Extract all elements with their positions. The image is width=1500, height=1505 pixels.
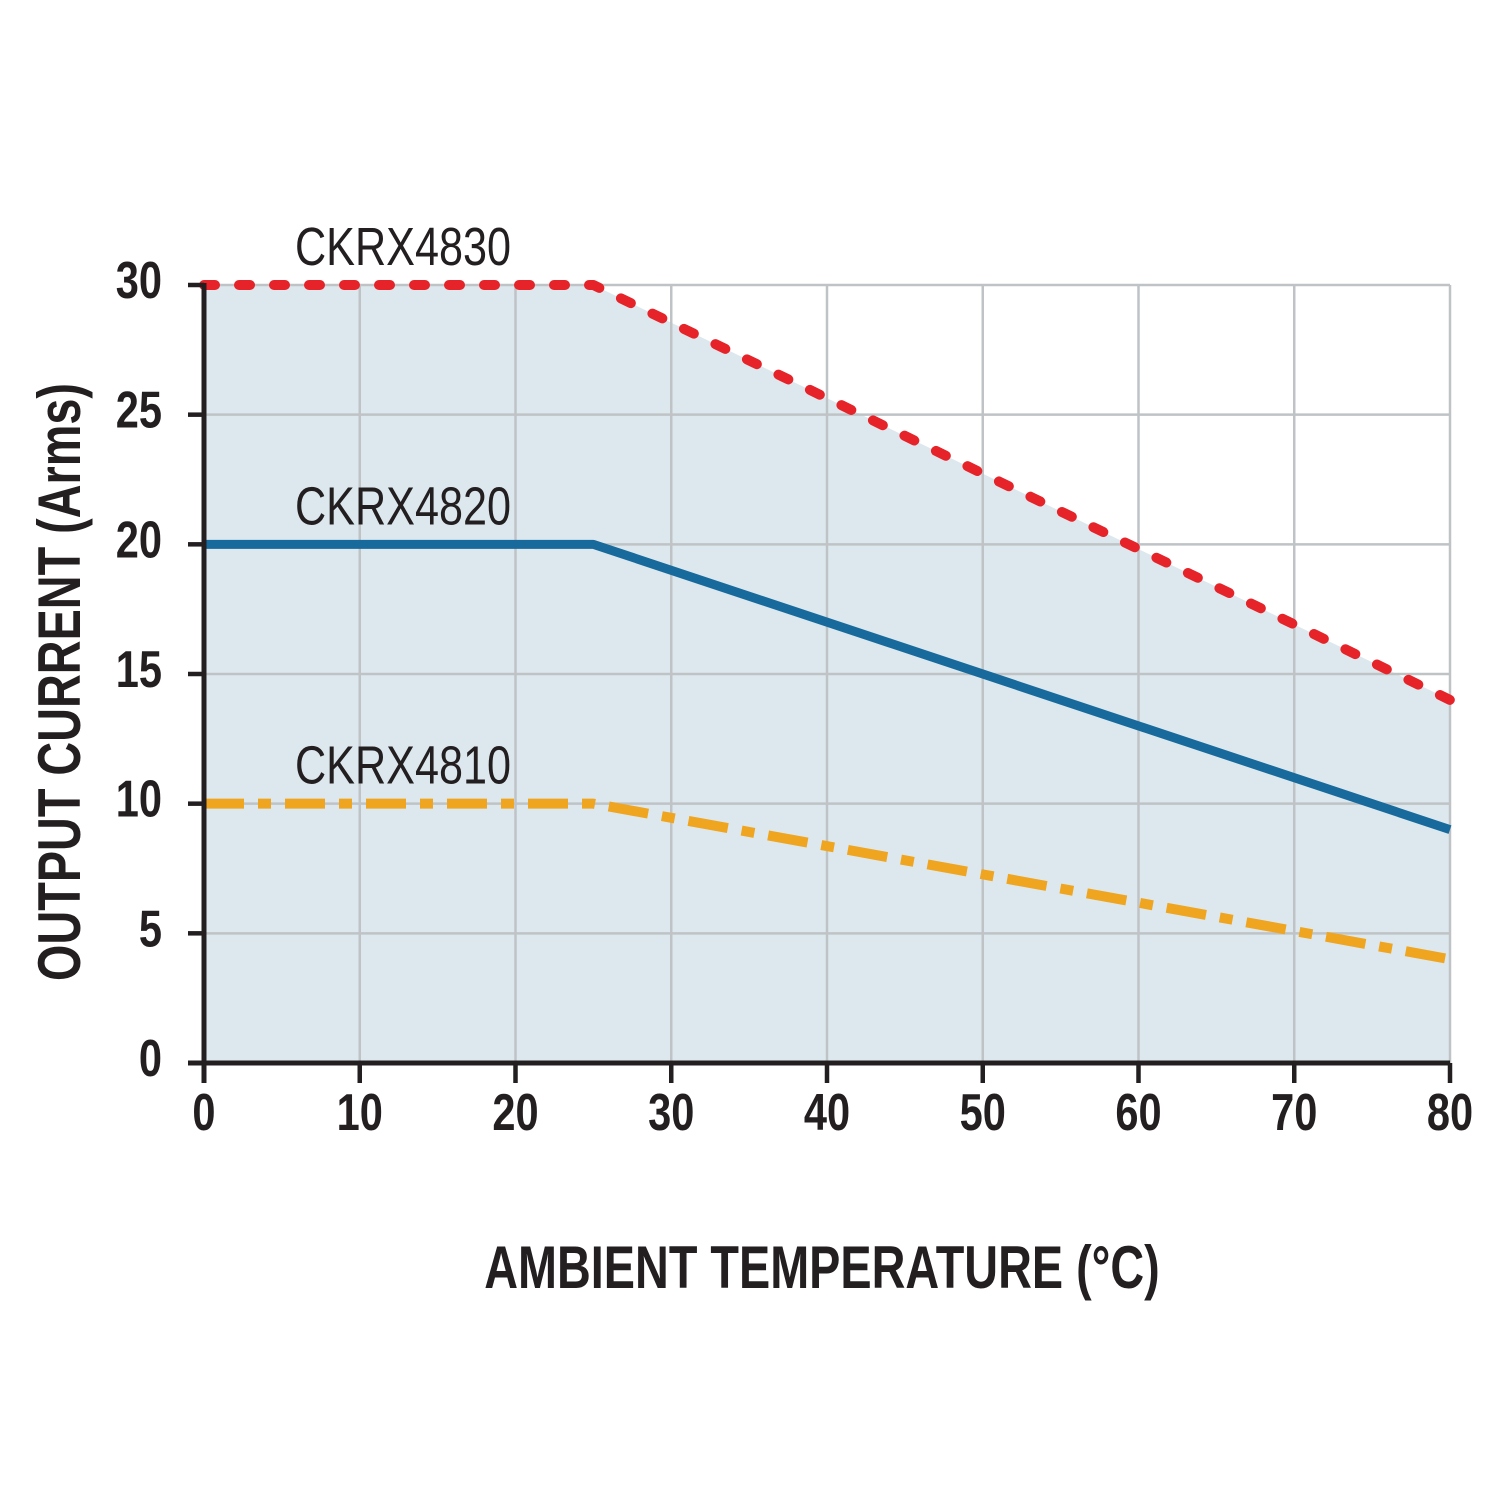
y-tick-label: 20 [116,510,162,569]
x-tick-label: 20 [492,1083,538,1142]
x-tick-label: 40 [804,1083,850,1142]
x-tick-label: 80 [1427,1083,1473,1142]
y-tick-label: 10 [116,769,162,828]
series-lines [199,280,1455,965]
series-label-CKRX4820: CKRX4820 [295,477,511,537]
x-tick-label: 30 [648,1083,694,1142]
y-tick-label: 25 [116,380,162,439]
tick-labels: 0 5 10 15 20 25 30 0 10 20 30 40 50 60 70 80 [116,251,1473,1142]
series-label-CKRX4810: CKRX4810 [295,736,511,796]
x-tick-label: 0 [192,1083,215,1142]
series-label-CKRX4830: CKRX4830 [295,218,511,278]
y-axis-title: OUTPUT CURRENT (Arms) [26,383,93,981]
y-tick-label: 15 [116,640,162,699]
series-line-CKRX4820 [204,539,1452,834]
series-line-CKRX4830 [199,280,1455,705]
x-axis-title: AMBIENT TEMPERATURE (°C) [484,1234,1159,1301]
x-tick-label: 50 [960,1083,1006,1142]
series-line-CKRX4810 [204,798,1451,965]
x-tick-label: 70 [1271,1083,1317,1142]
x-tick-label: 10 [337,1083,383,1142]
y-tick-label: 5 [139,899,162,958]
series-labels: CKRX4830 CKRX4820 CKRX4810 [295,218,511,796]
y-tick-label: 30 [116,251,162,310]
axes-and-ticks [188,282,1453,1083]
y-tick-label: 0 [139,1029,162,1088]
x-tick-label: 60 [1115,1083,1161,1142]
